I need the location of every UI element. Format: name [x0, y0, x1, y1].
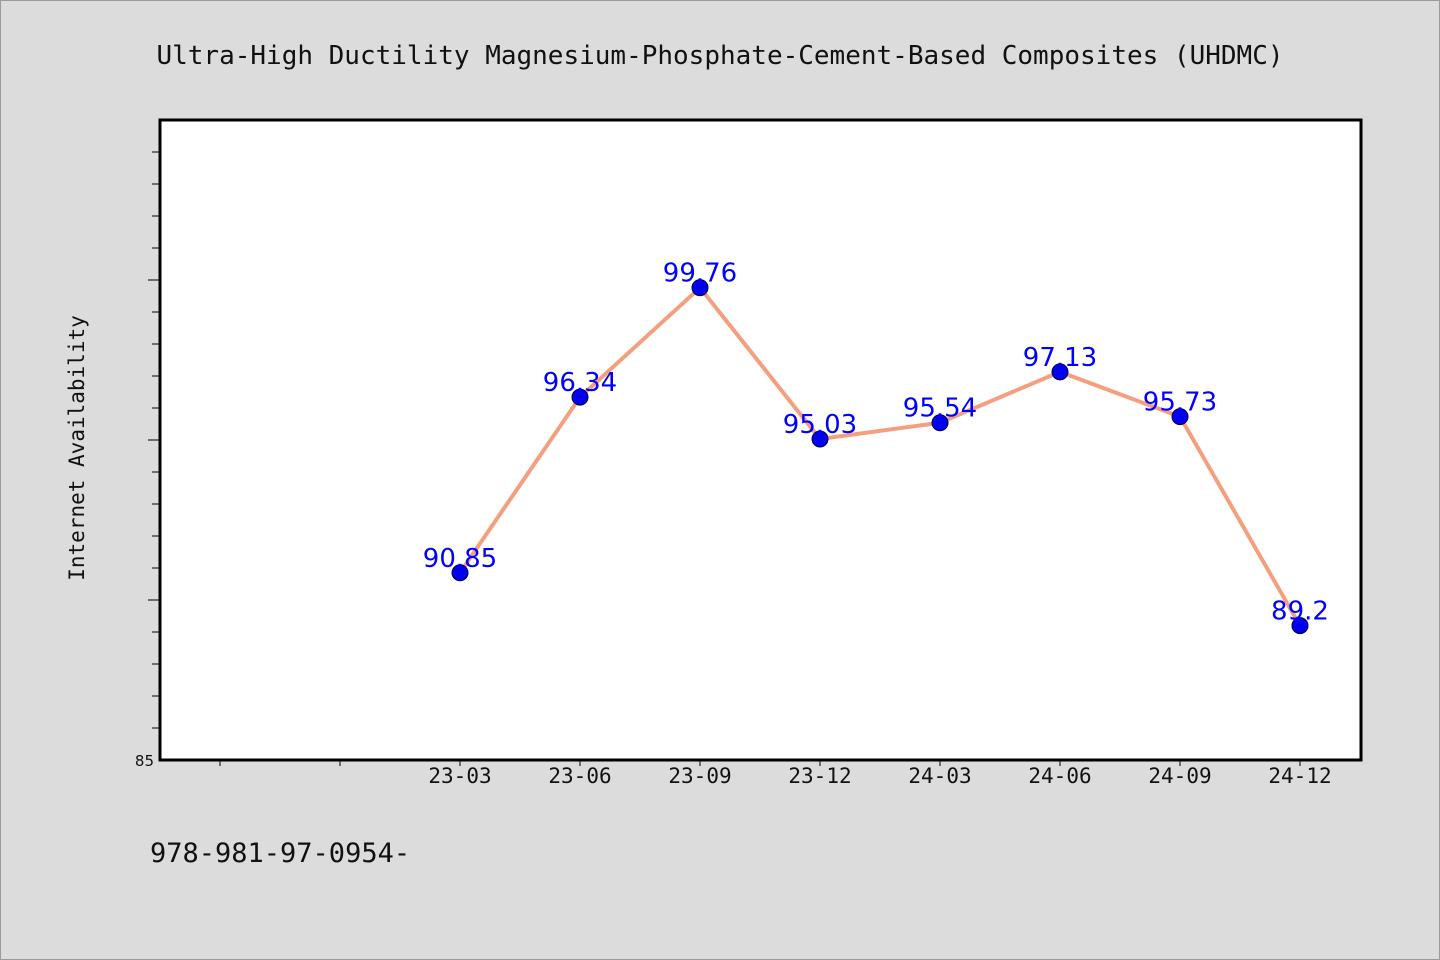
- x-tick-label: 24-09: [1148, 764, 1211, 788]
- data-label: 95.03: [783, 410, 857, 440]
- data-label: 95.73: [1143, 388, 1217, 418]
- x-tick-label: 23-06: [548, 764, 611, 788]
- data-label: 89.2: [1271, 597, 1329, 627]
- data-point: [811, 430, 829, 448]
- footer-code: 978-981-97-0954-: [150, 838, 410, 869]
- y-axis-ticks: 85: [135, 151, 160, 770]
- data-point: [571, 388, 589, 406]
- data-point: [931, 414, 949, 432]
- data-label: 95.54: [903, 394, 977, 424]
- data-label: 99.76: [663, 259, 737, 289]
- y-tick-label: 85: [135, 752, 154, 770]
- x-axis-ticks: 23-03 23-06 23-09 23-12 24-03 24-06 24-09 24-12: [219, 760, 1332, 788]
- data-point: [1291, 617, 1309, 635]
- data-point: [1051, 363, 1069, 381]
- data-point: [1171, 408, 1189, 426]
- data-label: 96.34: [543, 368, 617, 398]
- x-tick-label: 23-03: [428, 764, 491, 788]
- data-label: 97.13: [1023, 343, 1097, 373]
- series-group: 90.85 96.34 99.76 95.03 95.54 97.13 95.73 89.2: [423, 259, 1329, 635]
- series-line: [458, 285, 1302, 627]
- data-label: 90.85: [423, 544, 497, 574]
- chart-title: Ultra-High Ductility Magnesium-Phosphate…: [156, 41, 1283, 71]
- x-tick-label: 23-12: [788, 764, 851, 788]
- y-axis-label: Internet Availability: [65, 315, 89, 581]
- x-tick-label: 24-03: [908, 764, 971, 788]
- data-point: [451, 564, 469, 582]
- x-tick-label: 24-06: [1028, 764, 1091, 788]
- x-tick-label: 24-12: [1268, 764, 1331, 788]
- data-point: [691, 279, 709, 297]
- plot-area: [158, 118, 1363, 762]
- x-tick-label: 23-09: [668, 764, 731, 788]
